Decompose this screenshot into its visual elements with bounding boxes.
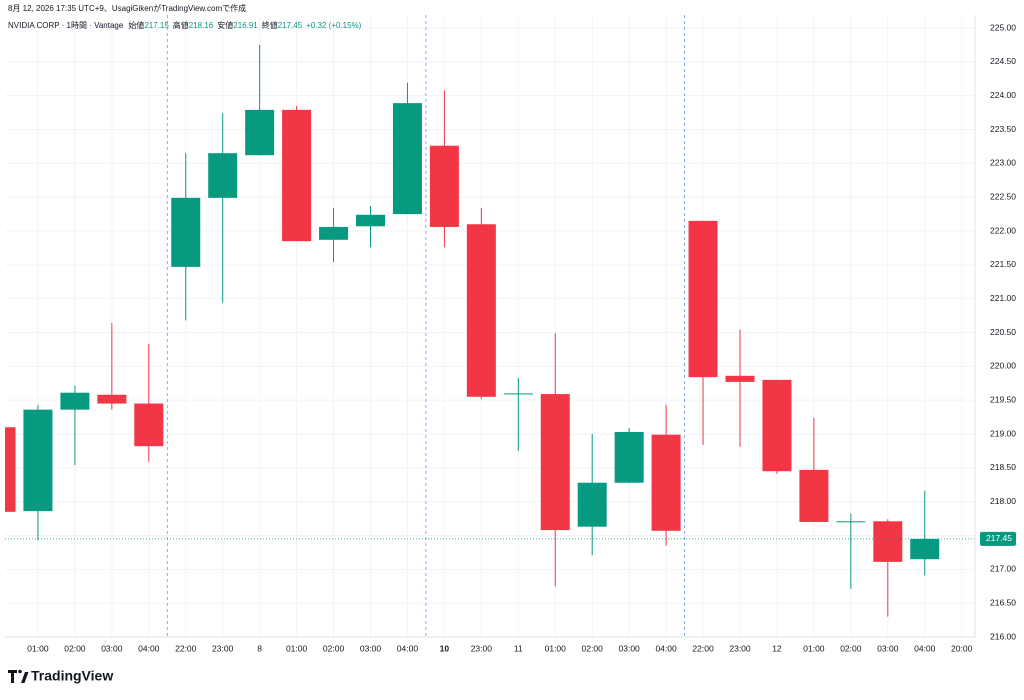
candle-body [97,394,127,404]
x-tick-label: 01:00 [803,643,825,653]
candle-body [873,521,903,562]
candle-body [910,538,940,560]
symbol-legend: NVIDIA CORP · 1時間 · Vantage 始値217.15 高値218… [8,20,362,30]
x-tick-label: 01:00 [286,643,308,653]
x-tick-label: 20:00 [951,643,973,653]
x-tick-label: 12 [772,643,782,653]
y-tick-label: 224.00 [990,90,1016,100]
y-tick-label: 223.00 [990,158,1016,168]
x-tick-label: 02:00 [64,643,86,653]
x-tick-label: 03:00 [619,643,641,653]
x-tick-label: 8 [257,643,262,653]
candle-body [23,409,53,512]
x-tick-label: 01:00 [545,643,567,653]
candle-body [836,521,866,523]
candle-body [5,427,16,512]
x-tick-label: 02:00 [323,643,345,653]
x-tick-label: 23:00 [729,643,751,653]
x-tick-label: 02:00 [582,643,604,653]
candle-body [319,226,349,240]
ohlc-value: 217.45 [278,21,303,30]
symbol-title: NVIDIA CORP · 1時間 · Vantage [8,21,124,30]
y-tick-label: 219.00 [990,428,1016,438]
candle-body [60,392,90,410]
y-tick-label: 219.50 [990,394,1016,404]
y-tick-label: 223.50 [990,124,1016,134]
ohlc-value: 218.16 [189,21,214,30]
ohlc-value: 216.91 [233,21,258,30]
candle-body [577,482,607,527]
ohlc-value: 217.15 [144,21,169,30]
last-price-label: 217.45 [986,533,1012,543]
brand: TradingView [31,668,113,684]
x-tick-label: 04:00 [138,643,160,653]
y-tick-label: 222.50 [990,191,1016,201]
axes: 216.00216.50217.00217.50218.00218.50219.… [27,22,1016,653]
candle-body [245,109,275,156]
y-tick-label: 224.50 [990,56,1016,66]
y-tick-label: 220.50 [990,327,1016,337]
candle-body [725,375,755,382]
candle-body [208,153,238,198]
caption: 8月 12, 2026 17:35 UTC+9、UsagiGikenがTradi… [8,3,246,13]
ohlc-name: 安値 [217,20,233,30]
x-tick-label: 03:00 [360,643,382,653]
last-price-tag [980,531,1016,546]
candle-body [282,109,312,242]
candle-body [762,379,792,472]
y-tick-label: 221.00 [990,293,1016,303]
x-tick-label: 02:00 [840,643,862,653]
candle-body [614,431,644,483]
y-tick-label: 222.00 [990,225,1016,235]
ohlc-name: 終値 [262,20,278,30]
x-tick-label: 11 [514,643,523,653]
x-tick-label: 04:00 [914,643,936,653]
x-tick-label: 04:00 [397,643,419,653]
y-tick-label: 225.00 [990,22,1016,32]
candle-body [134,403,164,447]
ohlc-name: 始値 [128,20,144,30]
ohlc-name: 高値 [173,20,189,30]
candle-body [651,434,681,531]
x-tick-label: 22:00 [175,643,197,653]
candle-body [429,145,459,227]
y-tick-label: 220.00 [990,361,1016,371]
candle-body [171,197,201,267]
candle-body [540,394,570,531]
x-tick-label: 03:00 [877,643,899,653]
x-tick-label: 23:00 [212,643,234,653]
x-tick-label: 22:00 [692,643,714,653]
candle-body [466,224,496,397]
brand-logo: TradingView [8,668,113,684]
candle-body [799,469,829,522]
y-tick-label: 218.00 [990,496,1016,506]
y-tick-label: 221.50 [990,259,1016,269]
y-tick-label: 216.50 [990,597,1016,607]
x-tick-label: 10 [440,643,450,653]
candle-body [688,220,718,378]
change: +0.32 (+0.15%) [306,21,361,30]
x-tick-label: 23:00 [471,643,493,653]
x-tick-label: 03:00 [101,643,123,653]
x-tick-label: 01:00 [27,643,49,653]
candle-body [503,393,533,395]
x-tick-label: 04:00 [655,643,677,653]
y-tick-label: 216.00 [990,631,1016,641]
candle-body [392,103,422,215]
candle-body [356,214,385,227]
plot-area [5,44,975,617]
y-tick-label: 217.00 [990,564,1016,574]
y-tick-label: 218.50 [990,462,1016,472]
